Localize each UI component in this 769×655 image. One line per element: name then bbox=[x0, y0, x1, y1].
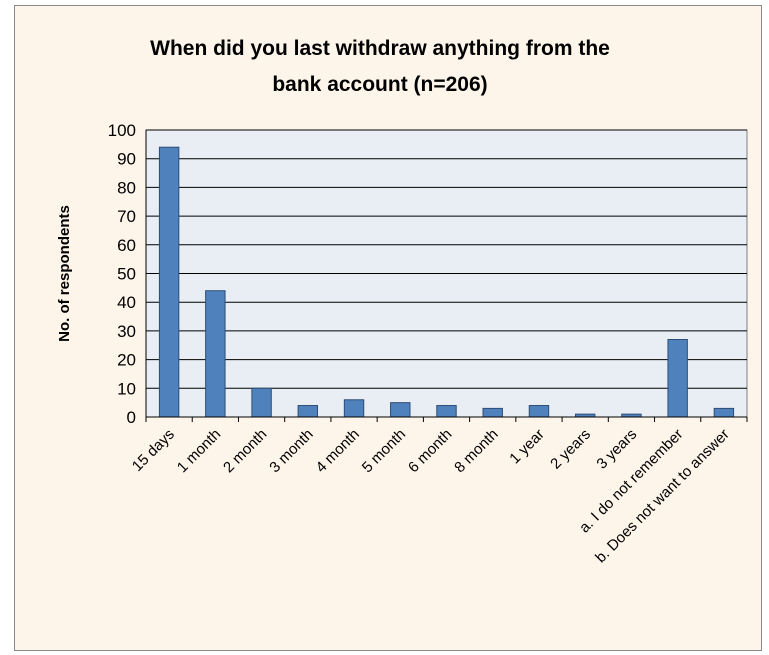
bar bbox=[482, 407, 503, 418]
x-tick-label: 1 month bbox=[174, 426, 224, 476]
y-tick-label: 70 bbox=[117, 207, 136, 226]
bars bbox=[158, 146, 735, 418]
bar bbox=[667, 339, 688, 418]
x-tick-label: 2 years bbox=[547, 426, 594, 473]
bar bbox=[158, 146, 180, 418]
chart-title-line-2: bank account (n=206) bbox=[272, 73, 487, 96]
y-tick-label: 0 bbox=[127, 408, 136, 427]
x-tick-label: 15 days bbox=[129, 426, 178, 475]
x-tick-label: 6 month bbox=[405, 426, 455, 476]
x-tick-label: 3 month bbox=[266, 426, 316, 476]
bar bbox=[390, 402, 411, 418]
bar bbox=[436, 405, 457, 418]
y-tick-label: 100 bbox=[108, 121, 136, 140]
y-tick-label: 40 bbox=[117, 293, 136, 312]
y-tick-label: 20 bbox=[117, 351, 136, 370]
x-tick-label: 2 month bbox=[220, 426, 270, 476]
gridlines bbox=[146, 129, 747, 389]
y-tick-labels: 0 10 20 30 40 50 60 70 80 90 100 bbox=[108, 121, 136, 427]
y-tick-label: 50 bbox=[117, 265, 136, 284]
x-tick-label: 4 month bbox=[313, 426, 363, 476]
bar bbox=[713, 407, 735, 418]
y-tick-label: 80 bbox=[117, 178, 136, 197]
axes bbox=[145, 130, 748, 422]
bar bbox=[251, 387, 272, 418]
y-tick-label: 10 bbox=[117, 379, 136, 398]
chart-title-line-1: When did you last withdraw anything from… bbox=[150, 37, 610, 60]
bar bbox=[528, 405, 550, 418]
x-tick-label: 5 month bbox=[359, 426, 409, 476]
x-tick-label: 3 years bbox=[593, 426, 640, 473]
bar bbox=[205, 290, 226, 418]
y-tick-label: 90 bbox=[117, 150, 136, 169]
y-tick-label: 30 bbox=[117, 322, 136, 341]
x-tick-label: 1 year bbox=[506, 426, 548, 468]
bar bbox=[343, 399, 365, 418]
y-axis-label: No. of respondents bbox=[56, 205, 73, 342]
y-tick-label: 60 bbox=[117, 236, 136, 255]
x-tick-label: 8 month bbox=[451, 426, 501, 476]
bar bbox=[297, 405, 319, 418]
